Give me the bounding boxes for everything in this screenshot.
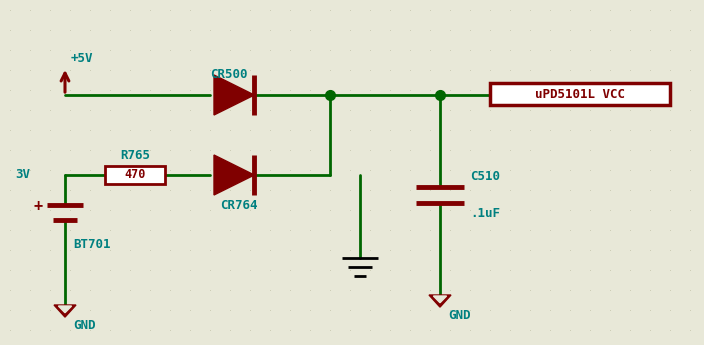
Text: CR764: CR764 <box>220 199 258 212</box>
Polygon shape <box>58 306 72 313</box>
FancyBboxPatch shape <box>105 166 165 184</box>
Text: 3V: 3V <box>15 168 30 181</box>
Text: uPD5101L VCC: uPD5101L VCC <box>535 89 625 101</box>
Text: .1uF: .1uF <box>470 207 500 220</box>
Polygon shape <box>214 155 254 195</box>
Text: BT701: BT701 <box>73 238 111 251</box>
Text: CR500: CR500 <box>210 68 248 81</box>
Polygon shape <box>434 296 446 303</box>
Polygon shape <box>214 75 254 115</box>
Text: 470: 470 <box>125 168 146 181</box>
Text: +: + <box>34 199 43 215</box>
Text: +5V: +5V <box>71 52 94 65</box>
Polygon shape <box>429 295 451 307</box>
Text: C510: C510 <box>470 170 500 183</box>
Text: GND: GND <box>448 309 470 322</box>
Text: R765: R765 <box>120 149 150 162</box>
Text: GND: GND <box>73 319 96 332</box>
Polygon shape <box>54 305 76 317</box>
FancyBboxPatch shape <box>490 83 670 105</box>
